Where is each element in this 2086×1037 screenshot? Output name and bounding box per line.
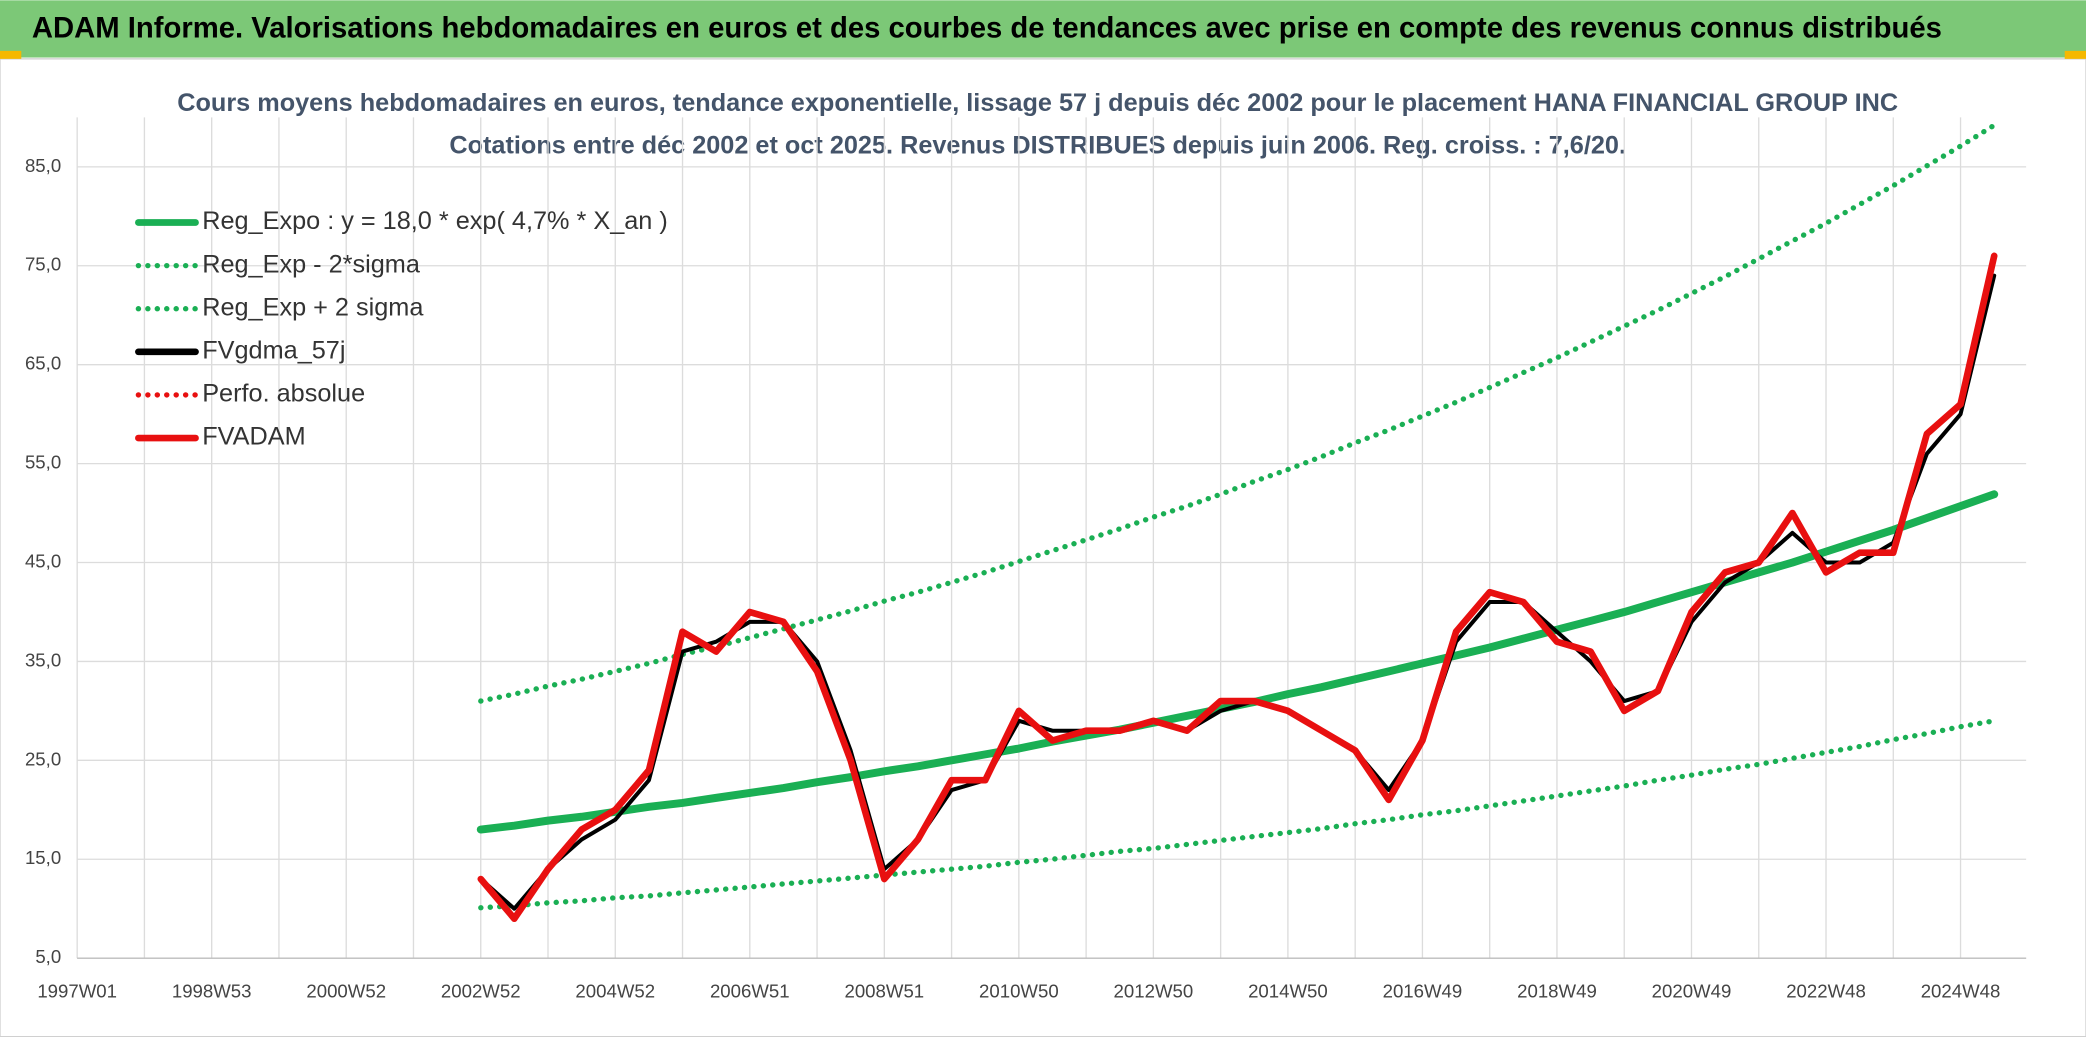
header-title: ADAM Informe. Valorisations hebdomadaire… (32, 12, 1942, 44)
corner-mark (2064, 50, 2086, 59)
x-tick-label: 2022W48 (1786, 981, 1866, 1002)
series-line (478, 718, 1997, 911)
y-tick-label: 15,0 (25, 847, 61, 868)
x-tick-label: 2016W49 (1383, 981, 1463, 1002)
legend-label: Perfo. absolue (202, 380, 365, 408)
x-tick-label: 2020W49 (1652, 981, 1732, 1002)
y-tick-label: 85,0 (25, 155, 61, 176)
y-tick-label: 25,0 (25, 748, 61, 769)
chart-frame (0, 58, 2086, 1037)
y-tick-label: 5,0 (35, 946, 61, 967)
legend-label: Reg_Exp - 2*sigma (202, 250, 421, 278)
y-tick-label: 55,0 (25, 452, 61, 473)
x-tick-label: 2008W51 (844, 981, 924, 1002)
legend-label: Reg_Expo : y = 18,0 * exp( 4,7% * X_an ) (202, 207, 668, 235)
x-tick-label: 2002W52 (441, 981, 521, 1002)
y-tick-label: 75,0 (25, 254, 61, 275)
y-tick-label: 65,0 (25, 353, 61, 374)
y-tick-label: 35,0 (25, 649, 61, 670)
x-tick-label: 2014W50 (1248, 981, 1328, 1002)
corner-mark (0, 50, 22, 59)
header-bar (0, 0, 2086, 58)
legend-label: FVADAM (202, 423, 305, 451)
legend-label: FVgdma_57j (202, 336, 345, 364)
legend-label: Reg_Exp + 2 sigma (202, 293, 424, 321)
x-tick-label: 2010W50 (979, 981, 1059, 1002)
x-tick-label: 2012W50 (1114, 981, 1194, 1002)
series-line (477, 252, 1998, 922)
x-tick-label: 2004W52 (575, 981, 655, 1002)
x-tick-label: 2018W49 (1517, 981, 1597, 1002)
y-tick-label: 45,0 (25, 550, 61, 571)
x-tick-label: 1997W01 (37, 981, 117, 1002)
plot: 1997W01 1998W53 2000W52 2002W52 2004W52 2006W… (25, 117, 2027, 1002)
chart-title: Cours moyens hebdomadaires en euros, ten… (177, 89, 1898, 117)
x-tick-label: 2000W52 (306, 981, 386, 1002)
chart-subtitle: Cotations entre déc 2002 et oct 2025. Re… (449, 131, 1626, 159)
x-tick-label: 1998W53 (172, 981, 252, 1002)
x-tick-label: 2006W51 (710, 981, 790, 1002)
x-tick-label: 2024W48 (1921, 981, 2001, 1002)
